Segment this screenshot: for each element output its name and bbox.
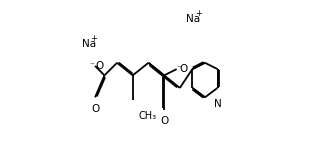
Text: ⁻: ⁻	[176, 65, 181, 74]
Text: CH₃: CH₃	[138, 111, 156, 122]
Text: O: O	[179, 64, 187, 74]
Text: +: +	[90, 34, 97, 43]
Text: N: N	[214, 99, 221, 109]
Text: O: O	[160, 116, 168, 126]
Text: Na: Na	[82, 39, 96, 49]
Text: O: O	[96, 61, 104, 71]
Text: O: O	[91, 104, 99, 114]
Text: +: +	[195, 9, 202, 18]
Text: ⁻: ⁻	[90, 61, 94, 70]
Text: Na: Na	[186, 14, 200, 24]
